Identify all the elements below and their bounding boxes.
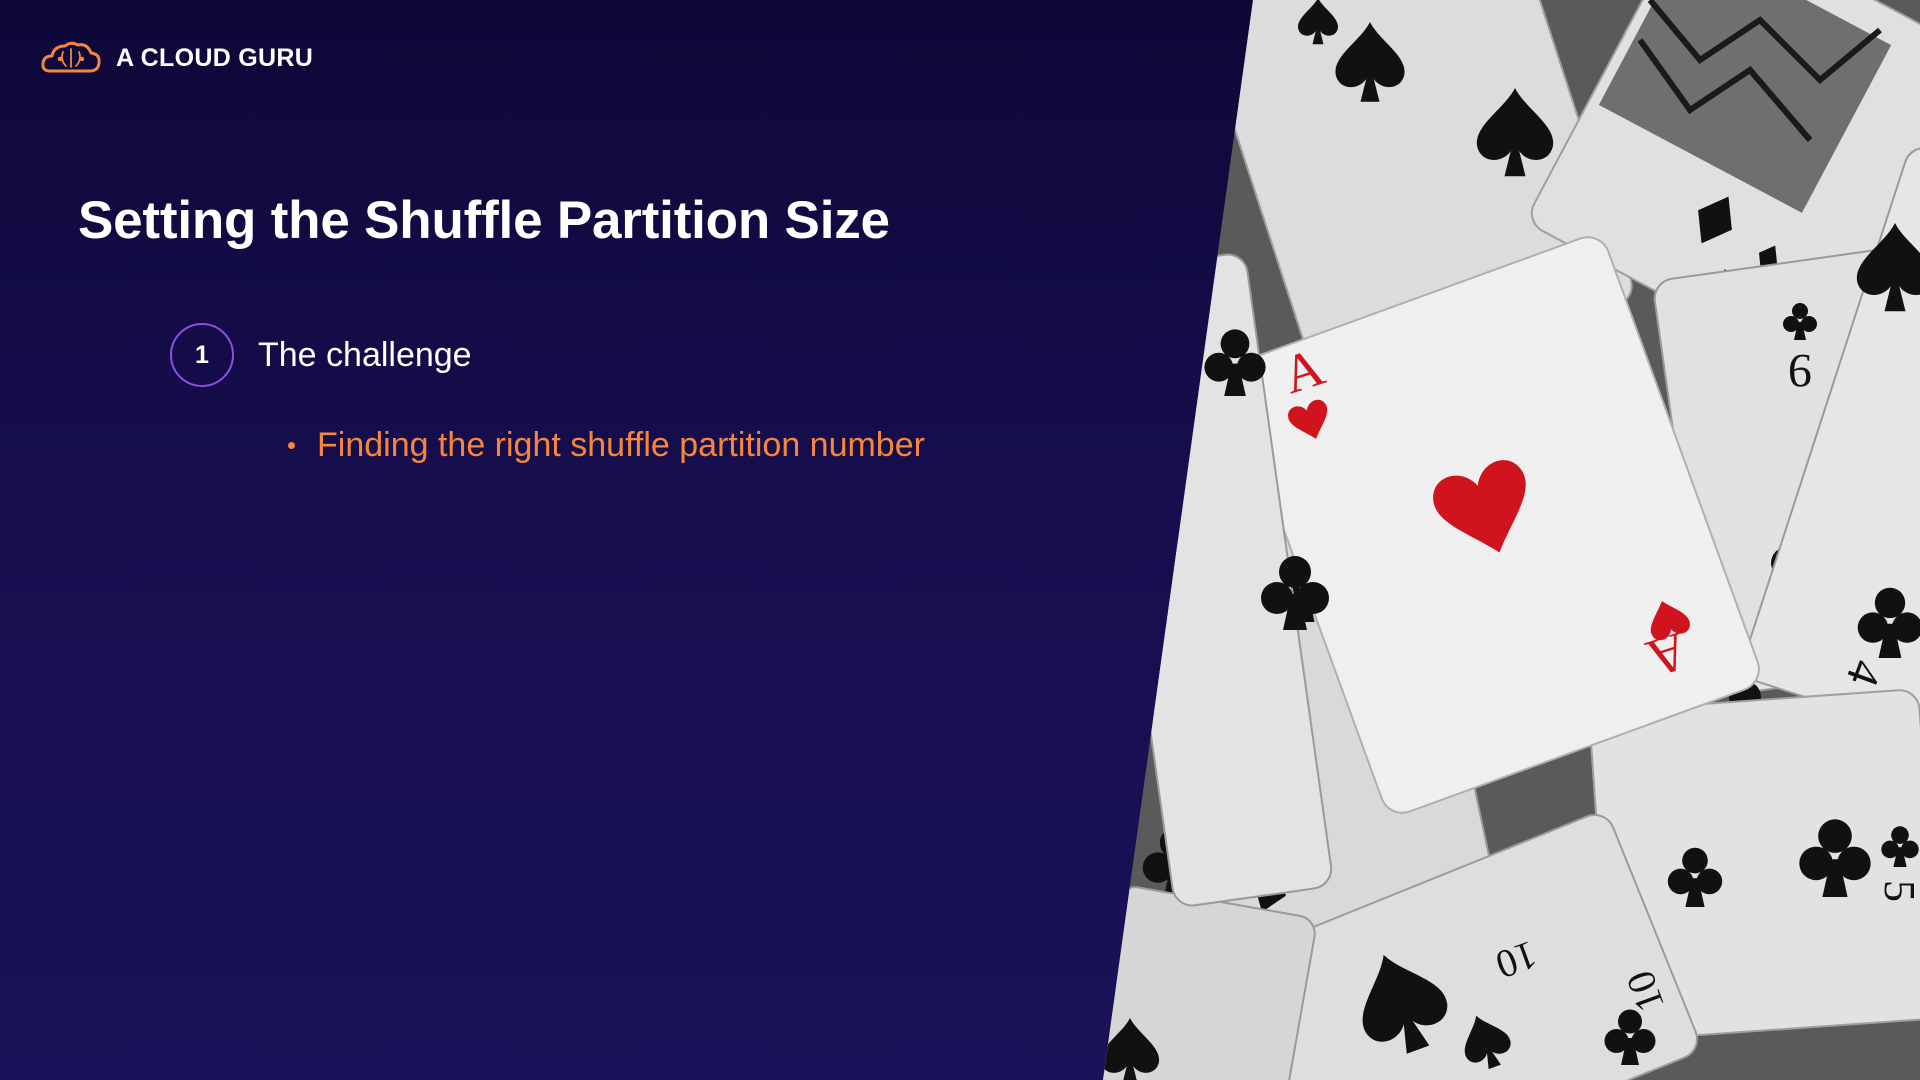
brand-name: A CLOUD GURU xyxy=(116,43,314,72)
sub-bullet-text: Finding the right shuffle partition numb… xyxy=(317,426,925,464)
brand-logo: A CLOUD GURU xyxy=(40,38,313,78)
card-bottom-middle: 10 10 2 xyxy=(1211,813,1699,1080)
cloud-guru-logo-icon xyxy=(41,41,101,73)
point-number-badge: 1 xyxy=(170,323,234,387)
numbered-point: 1 The challenge xyxy=(170,323,472,387)
card-bottom-left xyxy=(1103,886,1316,1080)
sub-bullet: Finding the right shuffle partition numb… xyxy=(288,426,925,465)
card-ace-of-hearts: A A xyxy=(1230,236,1760,814)
card-index-5: 5 xyxy=(1875,880,1920,902)
bullet-dot-icon xyxy=(288,442,295,449)
point-label: The challenge xyxy=(258,335,472,374)
slide-title: Setting the Shuffle Partition Size xyxy=(78,191,890,250)
card-index-9: 9 xyxy=(1788,344,1812,397)
card-bottom-right: 5 xyxy=(1589,689,1920,1041)
